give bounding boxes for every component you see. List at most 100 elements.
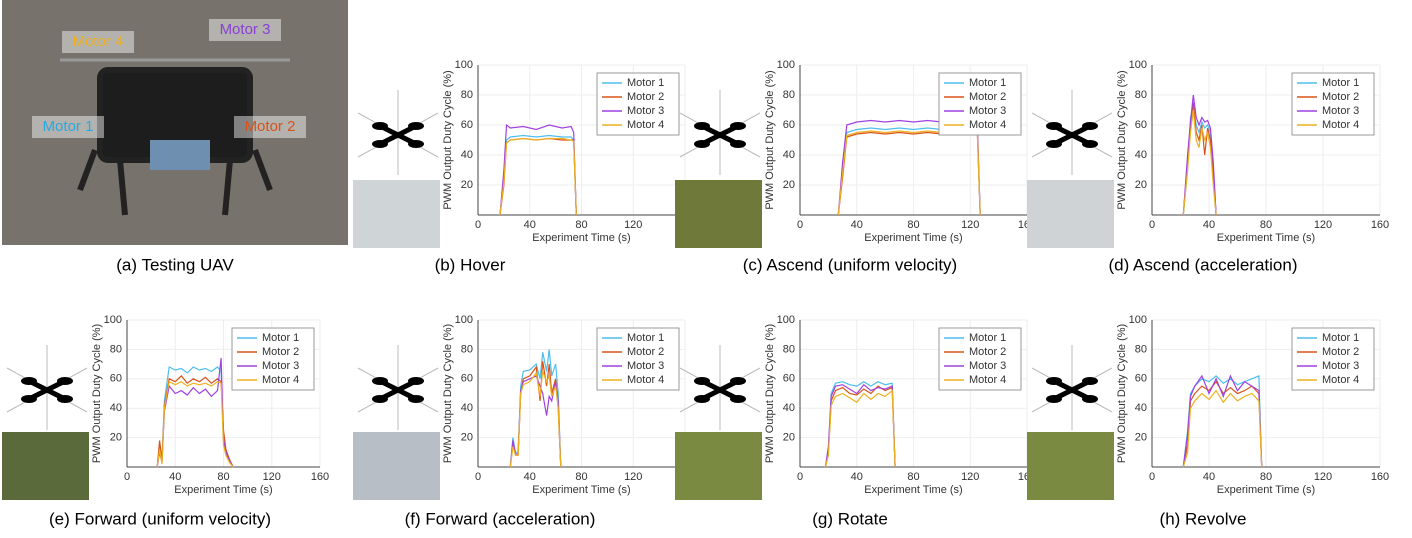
y-axis-label: PWM Output Duty Cycle (%) <box>442 324 454 463</box>
rotor <box>21 395 37 403</box>
legend-label: Motor 4 <box>969 374 1006 386</box>
y-tick-label: 20 <box>110 432 122 444</box>
x-tick-label: 80 <box>907 219 919 231</box>
x-tick-label: 0 <box>475 471 481 483</box>
rotor <box>1046 377 1062 385</box>
rotor <box>694 140 710 148</box>
x-tick-label: 0 <box>1149 471 1155 483</box>
rotor <box>372 122 388 130</box>
series-line <box>837 127 981 216</box>
x-tick-label: 160 <box>1371 219 1389 231</box>
y-tick-label: 20 <box>1135 179 1147 191</box>
legend-label: Motor 1 <box>969 332 1006 344</box>
label-box <box>62 31 134 53</box>
x-tick-label: 80 <box>1260 471 1272 483</box>
y-tick-label: 100 <box>1129 59 1147 71</box>
x-tick-label: 120 <box>1314 219 1332 231</box>
series-line <box>1182 374 1263 468</box>
y-tick-label: 100 <box>455 59 473 71</box>
motor-label: Motor 2 <box>245 118 296 135</box>
drone-icon <box>702 124 738 146</box>
y-tick-label: 80 <box>1135 89 1147 101</box>
x-axis-label: Experiment Time (s) <box>1217 232 1315 244</box>
legend-label: Motor 3 <box>969 360 1006 372</box>
rotor <box>694 377 710 385</box>
x-tick-label: 120 <box>263 471 281 483</box>
caption: (d) Ascend (acceleration) <box>1109 255 1298 274</box>
x-tick-label: 120 <box>1314 471 1332 483</box>
legend-label: Motor 1 <box>262 332 299 344</box>
y-tick-label: 20 <box>783 432 795 444</box>
drone-icon <box>29 379 65 401</box>
legend-label: Motor 4 <box>1322 374 1359 386</box>
x-tick-label: 40 <box>1203 471 1215 483</box>
y-tick-label: 100 <box>1129 314 1147 326</box>
x-tick-label: 0 <box>797 471 803 483</box>
legend-label: Motor 2 <box>627 91 664 103</box>
rotor <box>372 140 388 148</box>
y-tick-label: 40 <box>783 149 795 161</box>
series-line <box>824 389 896 468</box>
rotor <box>694 395 710 403</box>
y-tick-label: 60 <box>783 119 795 131</box>
motor-label: Motor 3 <box>220 21 271 38</box>
x-tick-label: 80 <box>217 471 229 483</box>
thumbnail <box>353 180 440 248</box>
y-tick-label: 100 <box>104 314 122 326</box>
x-axis-label: Experiment Time (s) <box>174 484 272 496</box>
y-tick-label: 60 <box>1135 119 1147 131</box>
rotor <box>1046 140 1062 148</box>
x-tick-label: 0 <box>475 219 481 231</box>
series-line <box>499 134 577 216</box>
thumbnail <box>1027 180 1114 248</box>
thumbnail <box>353 432 440 500</box>
rotor <box>57 377 73 385</box>
rotor <box>57 395 73 403</box>
y-tick-label: 60 <box>783 373 795 385</box>
x-tick-label: 0 <box>124 471 130 483</box>
label-box <box>32 116 104 138</box>
y-axis-label: PWM Output Duty Cycle (%) <box>764 70 776 209</box>
rotor <box>408 377 424 385</box>
legend-label: Motor 2 <box>969 91 1006 103</box>
y-axis-label: PWM Output Duty Cycle (%) <box>442 70 454 209</box>
legend-label: Motor 1 <box>627 332 664 344</box>
rotor <box>1082 122 1098 130</box>
caption: (f) Forward (acceleration) <box>405 509 596 528</box>
x-tick-label: 80 <box>1260 219 1272 231</box>
x-tick-label: 40 <box>851 219 863 231</box>
series-line <box>1182 389 1263 468</box>
series-line <box>1182 375 1263 468</box>
y-tick-label: 80 <box>783 343 795 355</box>
rotor <box>730 140 746 148</box>
rotor <box>730 395 746 403</box>
rotor <box>408 140 424 148</box>
caption: (h) Revolve <box>1160 509 1247 528</box>
series-line <box>824 383 896 468</box>
y-tick-label: 60 <box>461 119 473 131</box>
legend-label: Motor 2 <box>627 346 664 358</box>
x-tick-label: 120 <box>961 219 979 231</box>
rotor <box>408 122 424 130</box>
thumbnail <box>2 432 89 500</box>
drone-icon <box>1054 124 1090 146</box>
legend-label: Motor 2 <box>1322 91 1359 103</box>
series-line <box>499 137 577 216</box>
caption: (g) Rotate <box>812 509 888 528</box>
y-tick-label: 80 <box>1135 343 1147 355</box>
y-tick-label: 100 <box>777 314 795 326</box>
x-tick-label: 40 <box>1203 219 1215 231</box>
series-line <box>837 131 981 216</box>
y-tick-label: 60 <box>461 373 473 385</box>
x-tick-label: 40 <box>169 471 181 483</box>
y-tick-label: 80 <box>461 89 473 101</box>
y-tick-label: 40 <box>1135 402 1147 414</box>
caption: (a) Testing UAV <box>116 255 234 274</box>
rotor <box>694 122 710 130</box>
x-tick-label: 40 <box>524 471 536 483</box>
y-tick-label: 20 <box>461 179 473 191</box>
x-tick-label: 120 <box>624 471 642 483</box>
thumbnail <box>675 432 762 500</box>
y-tick-label: 20 <box>783 179 795 191</box>
legend-label: Motor 1 <box>1322 332 1359 344</box>
